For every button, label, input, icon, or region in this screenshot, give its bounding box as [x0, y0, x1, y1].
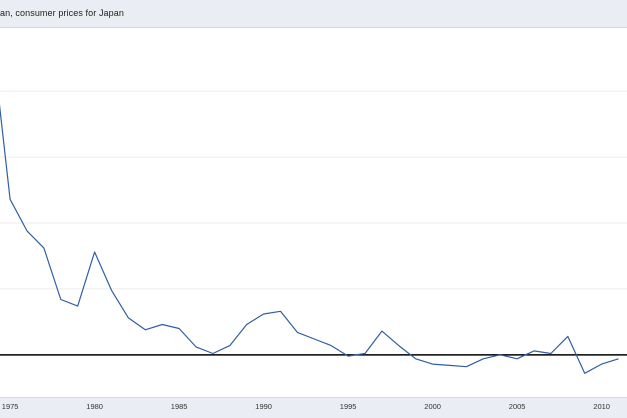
data-point — [599, 362, 604, 367]
data-point — [481, 356, 486, 361]
data-point — [464, 364, 469, 369]
data-point — [379, 329, 384, 334]
data-point — [25, 228, 30, 233]
data-point — [582, 371, 587, 376]
chart-title-bar: an, consumer prices for Japan — [0, 0, 627, 28]
data-point — [565, 334, 570, 339]
data-point — [515, 356, 520, 361]
x-tick-label: 1980 — [86, 402, 103, 411]
data-point — [363, 351, 368, 356]
x-tick-label: 1975 — [2, 402, 19, 411]
data-point — [261, 311, 266, 316]
series-line-0 — [0, 104, 619, 374]
x-tick-label: 1985 — [171, 402, 188, 411]
data-point — [194, 344, 199, 349]
data-point — [430, 362, 435, 367]
data-point — [532, 348, 537, 353]
data-point — [41, 246, 46, 251]
data-point — [548, 351, 553, 356]
data-point — [92, 250, 97, 255]
data-point — [447, 363, 452, 368]
data-point — [109, 288, 114, 293]
x-tick-labels: 1975 1980 1985 1990 1995 2000 2005 2010 — [2, 402, 610, 411]
data-point — [143, 327, 148, 332]
x-tick-label: 1990 — [255, 402, 272, 411]
gridlines — [0, 90, 627, 290]
series-layer — [0, 104, 621, 376]
data-point — [278, 309, 283, 314]
data-point — [160, 322, 165, 327]
data-point — [413, 356, 418, 361]
data-point — [210, 351, 215, 356]
x-axis-band — [0, 397, 627, 418]
data-point — [295, 330, 300, 335]
line-chart — [0, 90, 627, 376]
x-tick-label: 2000 — [424, 402, 441, 411]
data-point — [177, 326, 182, 331]
data-point — [75, 304, 80, 309]
data-point — [244, 322, 249, 327]
x-tick-label: 1995 — [340, 402, 357, 411]
data-point — [312, 337, 317, 342]
data-point — [227, 343, 232, 348]
data-point — [329, 343, 334, 348]
data-point — [498, 352, 503, 357]
chart-title: an, consumer prices for Japan — [0, 8, 124, 18]
x-axis: 1975 1980 1985 1990 1995 2000 2005 2010 — [2, 402, 610, 411]
data-point — [126, 315, 131, 320]
data-point — [346, 354, 351, 359]
data-point — [58, 297, 63, 302]
data-point — [616, 356, 621, 361]
x-tick-label: 2010 — [593, 402, 610, 411]
x-tick-label: 2005 — [509, 402, 526, 411]
data-point — [396, 343, 401, 348]
data-point — [8, 197, 13, 202]
